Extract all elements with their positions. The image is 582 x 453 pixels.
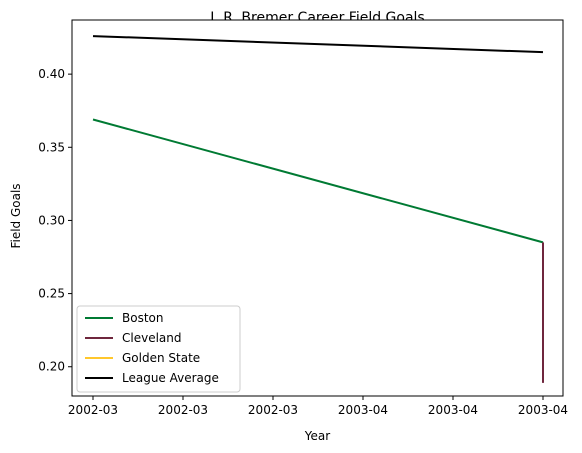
series-line-boston	[92, 118, 544, 244]
legend: Boston Cleveland Golden State League Averag…	[76, 305, 241, 393]
y-axis-label: Field Goals	[9, 183, 23, 248]
legend-label-golden-state: Golden State	[122, 351, 200, 365]
series-line-league-average	[92, 35, 544, 54]
plot-frame	[71, 19, 564, 397]
y-axis: 0.20 0.25 0.30 0.35 0.40	[38, 67, 72, 374]
x-tick-label: 2002-03	[248, 403, 298, 417]
legend-label-league-average: League Average	[122, 371, 219, 385]
legend-label-boston: Boston	[122, 311, 163, 325]
x-axis: 2002-03 2002-03 2002-03 2003-04 2003-04 2003-…	[68, 396, 568, 417]
x-tick-label: 2002-03	[158, 403, 208, 417]
x-tick-label: 2003-04	[338, 403, 388, 417]
x-axis-label: Year	[304, 429, 330, 443]
y-tick-label: 0.30	[38, 213, 65, 227]
x-tick-label: 2003-04	[518, 403, 568, 417]
series-layer	[92, 35, 544, 383]
y-tick-label: 0.40	[38, 67, 65, 81]
legend-box	[76, 305, 241, 393]
legend-label-cleveland: Cleveland	[122, 331, 182, 345]
y-tick-label: 0.20	[38, 360, 65, 374]
x-tick-label: 2002-03	[68, 403, 118, 417]
x-tick-label: 2003-04	[428, 403, 478, 417]
y-tick-label: 0.25	[38, 287, 65, 301]
y-tick-label: 0.35	[38, 140, 65, 154]
